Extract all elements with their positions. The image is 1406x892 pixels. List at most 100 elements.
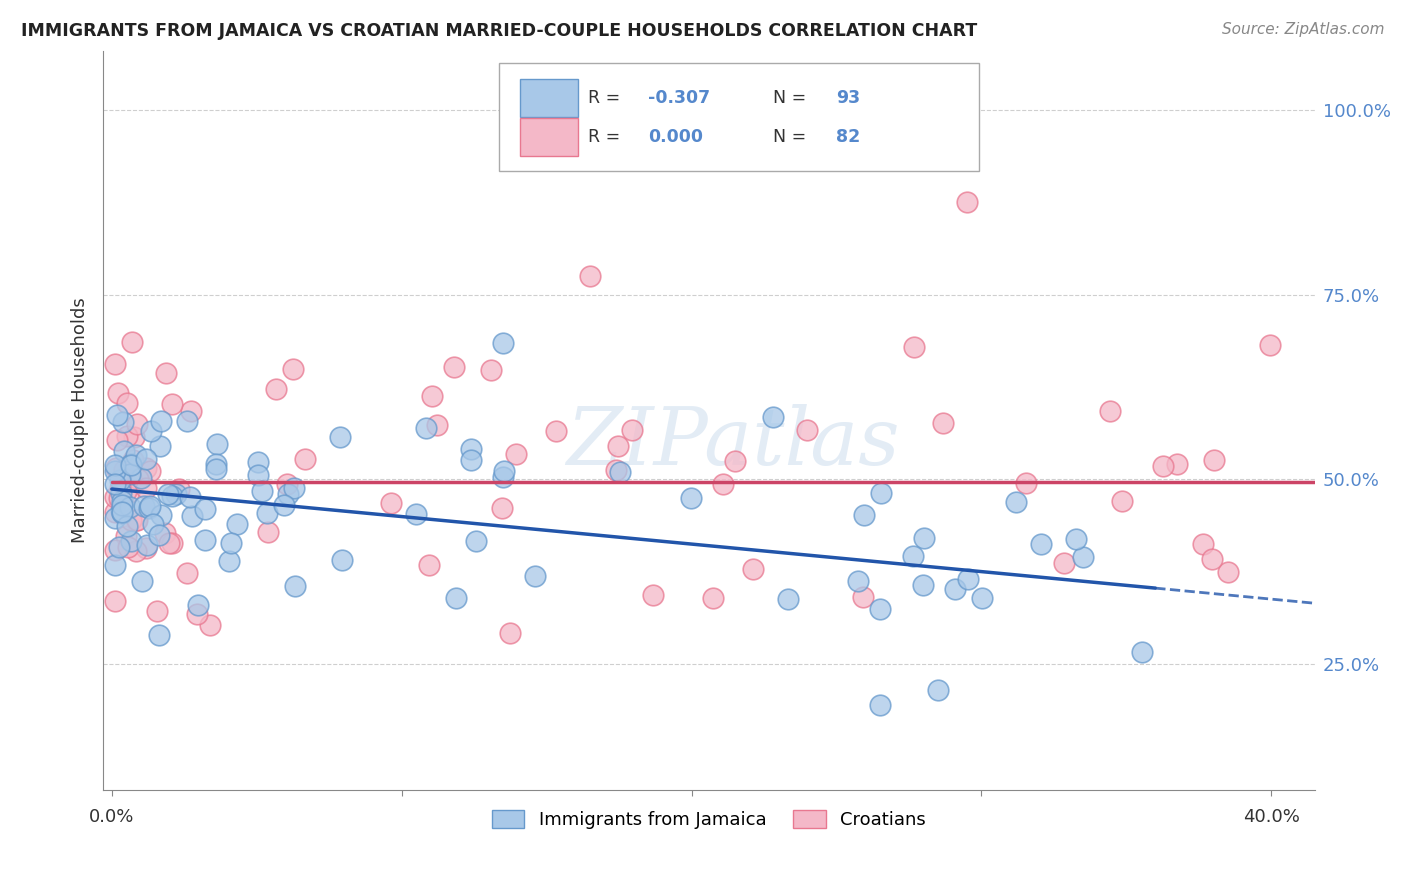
Point: [107, 386, 129, 401]
Point: [120, 534, 142, 549]
Point: [111, 494, 134, 508]
Point: [160, 536, 183, 550]
Point: [131, 471, 153, 485]
Point: [762, 409, 785, 424]
Point: [273, 498, 295, 512]
Text: 0.0%: 0.0%: [89, 808, 135, 826]
Point: [1202, 452, 1225, 467]
Point: [146, 604, 169, 618]
Text: Source: ZipAtlas.com: Source: ZipAtlas.com: [1222, 22, 1385, 37]
Point: [247, 467, 270, 482]
Point: [160, 489, 183, 503]
Point: [157, 536, 180, 550]
Point: [142, 516, 165, 531]
Point: [446, 591, 468, 606]
Point: [179, 490, 201, 504]
Point: [180, 404, 202, 418]
Point: [139, 463, 162, 477]
Point: [112, 443, 135, 458]
Point: [329, 430, 352, 444]
Point: [607, 439, 630, 453]
Point: [114, 484, 136, 499]
Point: [491, 500, 513, 515]
Point: [155, 366, 177, 380]
Point: [104, 490, 127, 504]
Point: [742, 562, 765, 576]
Point: [846, 574, 869, 588]
Point: [125, 513, 148, 527]
Point: [108, 491, 131, 505]
Point: [181, 509, 204, 524]
Point: [205, 458, 228, 472]
Point: [120, 513, 142, 527]
Point: [415, 421, 437, 435]
Point: [162, 396, 184, 410]
Point: [104, 558, 127, 572]
Point: [1015, 475, 1038, 490]
Point: [122, 453, 145, 467]
Point: [912, 531, 935, 545]
Point: [927, 683, 949, 698]
Point: [139, 424, 162, 438]
Point: [460, 452, 482, 467]
Point: [869, 698, 891, 712]
Point: [1166, 457, 1188, 471]
Point: [127, 417, 149, 431]
Point: [127, 472, 149, 486]
Point: [117, 540, 139, 554]
Point: [149, 508, 172, 522]
Point: [256, 506, 278, 520]
Point: [194, 533, 217, 547]
Point: [165, 487, 187, 501]
Point: [105, 434, 128, 448]
Point: [281, 362, 304, 376]
Point: [107, 540, 129, 554]
Text: N =: N =: [773, 89, 811, 107]
Point: [125, 544, 148, 558]
Point: [111, 506, 134, 520]
Point: [579, 269, 602, 284]
Point: [681, 491, 703, 505]
Point: [198, 617, 221, 632]
Point: [1053, 557, 1076, 571]
Point: [120, 457, 142, 471]
Point: [110, 484, 132, 499]
Point: [418, 558, 440, 573]
Point: [643, 588, 665, 602]
Point: [117, 518, 139, 533]
Point: [264, 382, 287, 396]
Point: [869, 602, 891, 616]
Point: [544, 424, 567, 438]
Text: -0.307: -0.307: [648, 89, 710, 107]
Point: [380, 496, 402, 510]
Point: [1201, 551, 1223, 566]
Point: [294, 451, 316, 466]
Point: [112, 462, 135, 476]
Point: [1258, 338, 1281, 352]
Point: [956, 195, 979, 210]
Point: [194, 501, 217, 516]
Point: [135, 461, 157, 475]
Point: [104, 357, 127, 371]
Point: [104, 505, 127, 519]
Point: [176, 414, 198, 428]
Point: [205, 436, 228, 450]
Point: [104, 458, 127, 473]
Point: [332, 552, 354, 566]
Point: [153, 525, 176, 540]
Point: [970, 591, 993, 605]
Point: [111, 506, 134, 520]
Point: [104, 510, 127, 524]
Text: IMMIGRANTS FROM JAMAICA VS CROATIAN MARRIED-COUPLE HOUSEHOLDS CORRELATION CHART: IMMIGRANTS FROM JAMAICA VS CROATIAN MARR…: [21, 22, 977, 40]
Point: [112, 415, 135, 429]
Point: [104, 476, 127, 491]
Point: [138, 501, 160, 516]
Point: [110, 499, 132, 513]
Point: [108, 474, 131, 488]
Point: [149, 438, 172, 452]
Point: [1111, 494, 1133, 508]
Point: [505, 447, 527, 461]
Point: [1005, 495, 1028, 509]
Point: [115, 428, 138, 442]
Point: [157, 487, 180, 501]
